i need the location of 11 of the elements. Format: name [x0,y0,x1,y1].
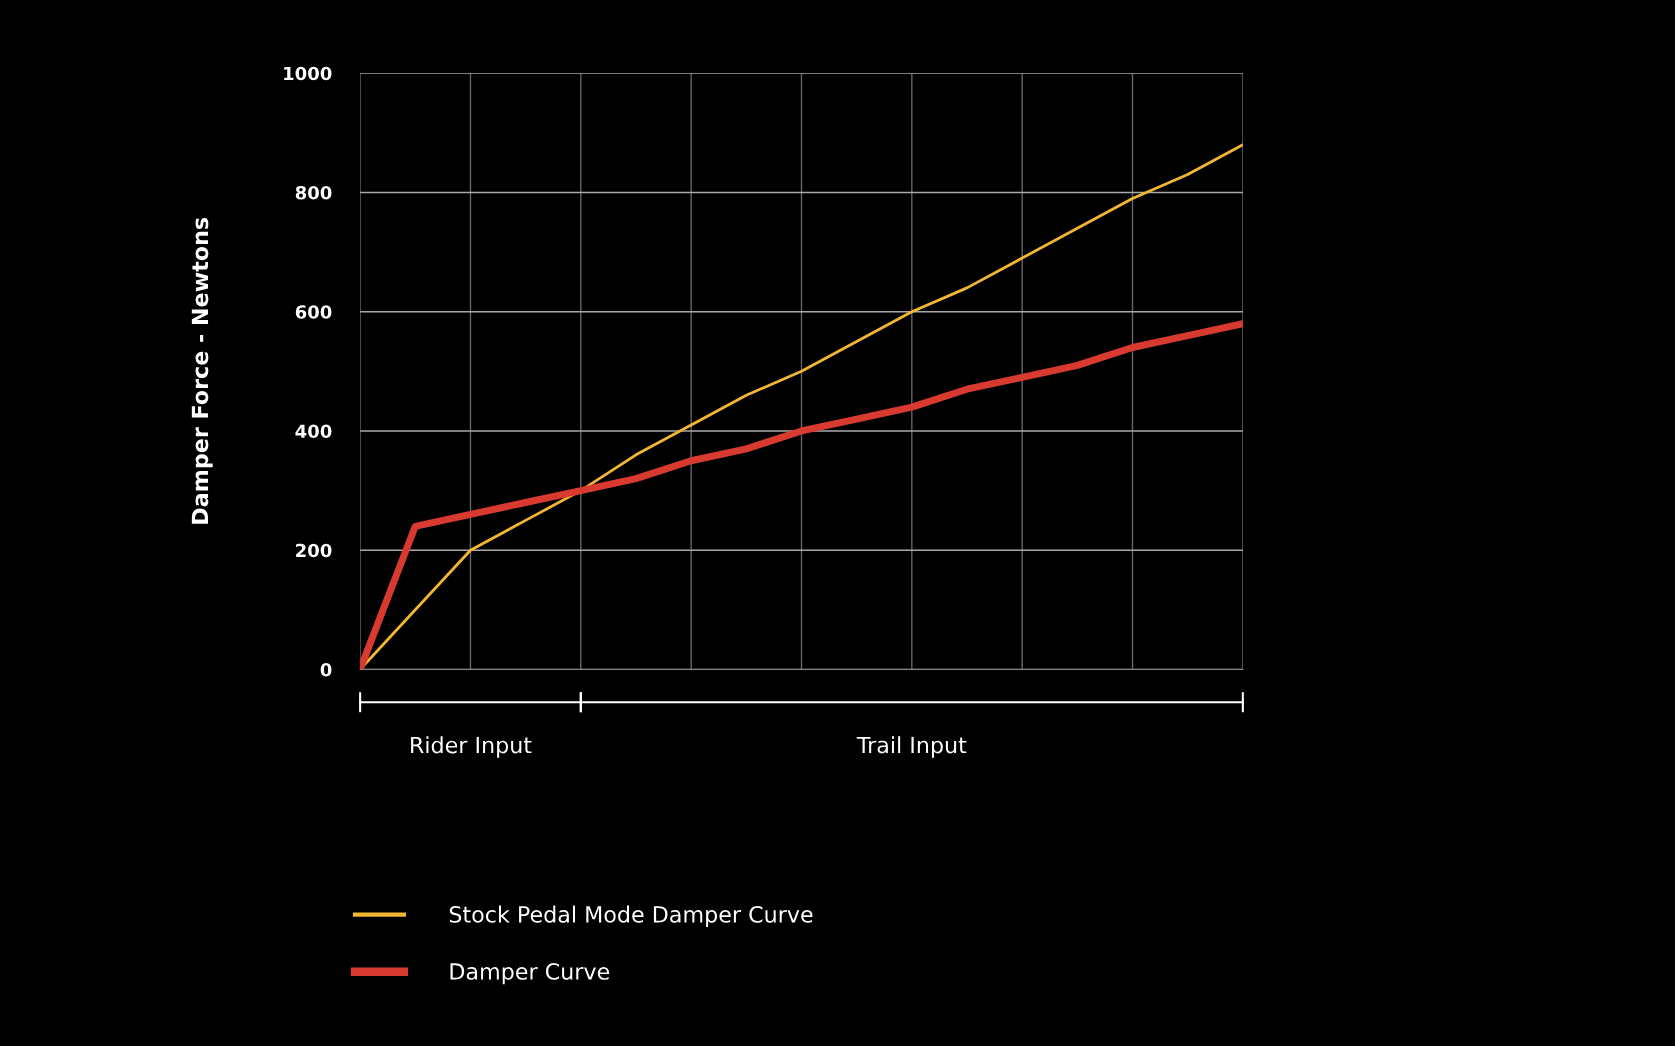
y-tick-label: 400 [295,424,332,439]
legend-label: Damper Curve [450,963,610,985]
text: Trail Input [856,736,967,758]
y-axis-title: Damper Force - Newtons [191,217,213,524]
y-tick-label: 0 [320,662,332,677]
y-tick-label: 800 [295,185,332,200]
y-tick-label: 200 [296,543,332,558]
y-tick-label: 600 [295,305,332,319]
legend-label: Stock Pedal Mode Damper Curve [449,905,813,928]
text: Rider Input [411,736,532,758]
y-tick-label: 1000 [284,66,332,81]
